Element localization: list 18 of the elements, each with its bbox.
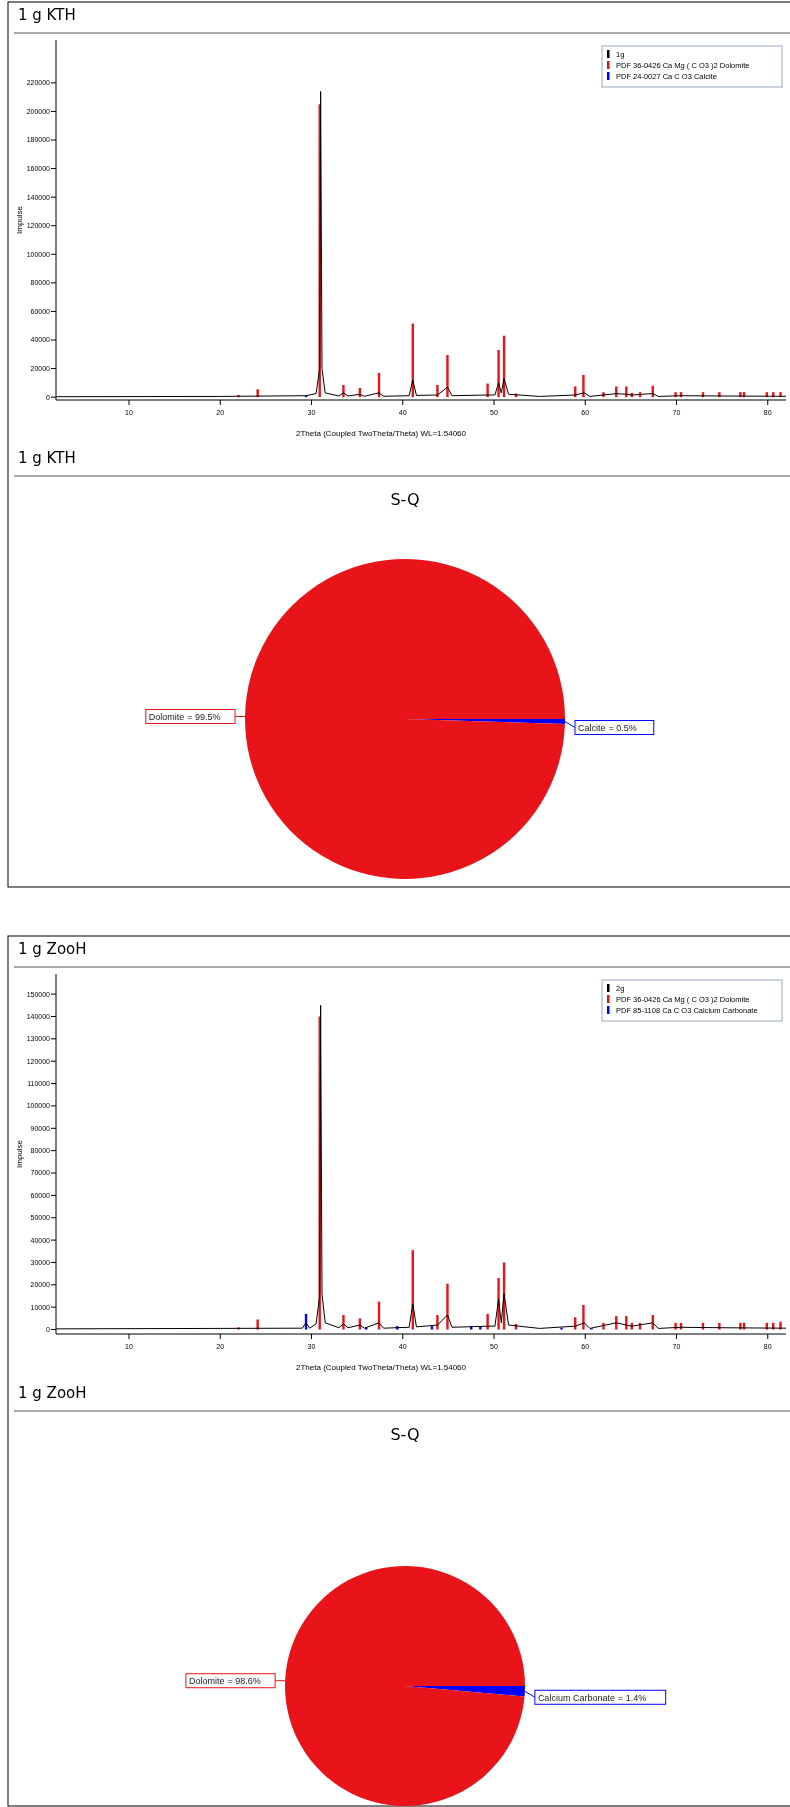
data-label: = 98.6% [227,1676,261,1687]
data-label: = 1.4% [617,1692,647,1703]
chart-subtitle: S-Q [390,1425,420,1444]
y-axis-title: Impulse [15,205,24,235]
slice-label: Calcium Carbonate [537,1692,615,1703]
slice-label: Calcite [577,723,606,734]
chart-title: 1 g KTH [18,449,76,467]
chart-title: 1 g KTH [18,6,76,24]
y-axis-title: Impulse [15,1139,24,1169]
data-label: = 0.5% [608,723,637,734]
x-axis-title: 2Theta (Coupled TwoTheta/Theta) WL=1.54060 [296,1363,467,1372]
x-axis-title: 2Theta (Coupled TwoTheta/Theta) WL=1.54060 [296,429,467,438]
data-label: = 99.5% [187,711,221,722]
chart-title: 1 g ZooH [18,940,87,958]
slice-label: Dolomite [148,711,185,722]
text: 1 g ZooH [18,1384,87,1402]
slice-label: Dolomite [188,1676,225,1687]
chart-subtitle: S-Q [390,490,420,509]
